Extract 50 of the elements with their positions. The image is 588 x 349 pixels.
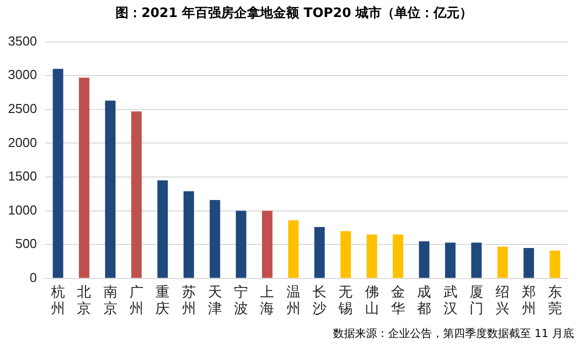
bar (78, 78, 90, 278)
bar (131, 111, 142, 278)
y-tick-label: 3000 (8, 67, 37, 82)
y-tick-label: 2000 (8, 134, 37, 150)
bar (184, 191, 194, 278)
bar (210, 200, 220, 278)
chart-title: 图：2021 年百强房企拿地金额 TOP20 城市（单位：亿元） (114, 4, 474, 22)
bar (392, 234, 404, 278)
x-tick-label: 宁波 (234, 284, 248, 318)
bar (52, 68, 64, 278)
bar (445, 242, 456, 278)
y-tick-label: 3500 (8, 33, 37, 48)
y-tick-label: 0 (30, 270, 37, 285)
x-tick-label: 苏州 (182, 284, 196, 318)
x-tick-label: 厦门 (469, 284, 484, 318)
bar (105, 100, 116, 278)
x-tick-label: 长沙 (312, 284, 327, 318)
bar (471, 242, 482, 278)
bar (288, 220, 299, 278)
y-tick-label: 1500 (8, 168, 37, 184)
bar (366, 234, 378, 278)
x-tick-label: 广州 (129, 284, 144, 318)
y-tick-label: 1000 (8, 202, 37, 218)
y-tick-label: 500 (15, 236, 37, 252)
source-note: 数据来源：企业公告，第四季度数据截至 11 月底 (333, 326, 574, 341)
y-tick-label: 2500 (8, 100, 37, 116)
x-tick-label: 东莞 (548, 284, 562, 318)
bar (550, 250, 560, 278)
bar (262, 210, 272, 278)
bar (314, 227, 325, 278)
bar (236, 210, 246, 278)
x-tick-label: 武汉 (443, 284, 458, 318)
x-tick-label: 天津 (208, 284, 222, 318)
x-tick-label: 佛山 (364, 284, 379, 318)
x-tick-label: 北京 (77, 284, 92, 318)
bar (340, 231, 351, 278)
x-tick-label: 上海 (260, 284, 274, 318)
x-tick-label: 无锡 (338, 284, 353, 318)
x-tick-label: 绍兴 (496, 284, 510, 318)
bar (157, 180, 168, 278)
bar (524, 248, 534, 278)
bar (497, 246, 508, 278)
x-tick-label: 杭州 (50, 284, 65, 318)
bar (418, 241, 430, 278)
x-tick-label: 重庆 (156, 284, 170, 318)
x-tick-label: 南京 (103, 284, 118, 318)
x-tick-label: 郑州 (522, 284, 536, 318)
x-tick-label: 成都 (417, 284, 432, 318)
x-tick-label: 金华 (391, 284, 405, 318)
x-tick-label: 温州 (286, 284, 300, 318)
